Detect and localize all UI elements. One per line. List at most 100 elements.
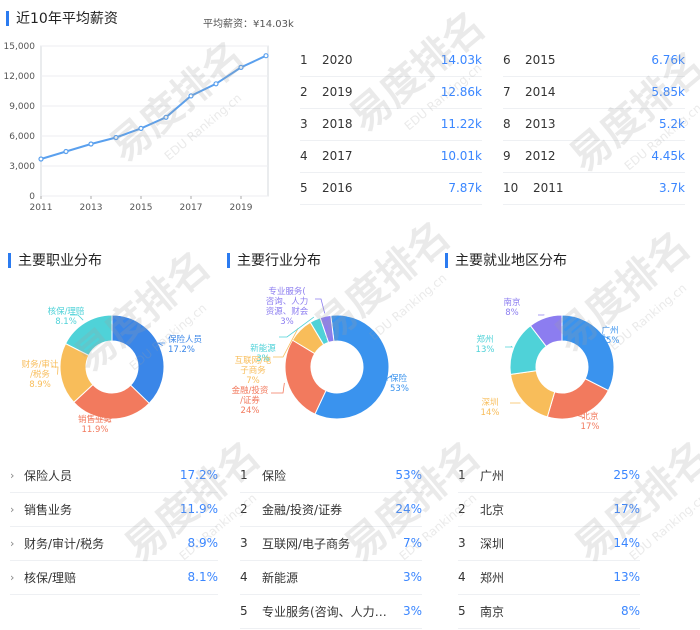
chevron-right-icon[interactable]: ›: [10, 536, 15, 550]
list-item[interactable]: › 保险人员 17.2%: [10, 458, 218, 493]
rank-number: 9: [503, 149, 511, 163]
list-item: 3 深圳 14%: [458, 526, 640, 561]
occupation-title: 主要职业分布: [8, 250, 102, 270]
slice-label: 郑州 13%: [476, 334, 495, 355]
rank-number: 8: [503, 117, 511, 131]
title-accent-bar: [8, 252, 11, 268]
list-rank-number: 5: [240, 604, 248, 618]
salary-point: [163, 114, 169, 120]
list-item-label: 保险人员: [24, 468, 73, 483]
label-leader-line: [70, 314, 84, 321]
donut-slice: [314, 314, 390, 420]
list-item-percent: 25%: [613, 468, 640, 482]
slice-label: 销售业务 11.9%: [78, 414, 113, 435]
slice-label: 保险人员 17.2%: [168, 334, 202, 355]
label-leader-line: [575, 414, 584, 418]
list-item-label: 北京: [480, 502, 505, 517]
list-item-percent: 14%: [613, 536, 640, 550]
list-item-percent: 13%: [613, 570, 640, 584]
rank-value: 4.45k: [651, 149, 685, 163]
label-leader-line: [505, 345, 514, 348]
region-title: 主要就业地区分布: [445, 250, 567, 270]
list-item[interactable]: › 财务/审计/税务 8.9%: [10, 526, 218, 561]
ranking-row: 4 2017 10.01k: [300, 140, 482, 173]
rank-value: 12.86k: [440, 85, 482, 99]
slice-label: 深圳 14%: [481, 397, 500, 418]
chevron-right-icon[interactable]: ›: [10, 468, 15, 482]
slice-label: 核保/理赔 8.1%: [48, 306, 85, 327]
rank-number: 4: [300, 149, 308, 163]
chevron-right-icon[interactable]: ›: [10, 502, 15, 516]
rank-year: 2016: [322, 181, 353, 195]
rank-number: 5: [300, 181, 308, 195]
list-item-percent: 11.9%: [179, 502, 218, 516]
label-leader-line: [52, 366, 59, 375]
rank-value: 10.01k: [440, 149, 482, 163]
salary-point: [188, 93, 194, 99]
list-rank-number: 4: [458, 570, 466, 584]
rank-number: 6: [503, 53, 511, 67]
list-rank-number: 4: [240, 570, 248, 584]
list-item: 4 郑州 13%: [458, 560, 640, 595]
list-rank-number: 1: [240, 468, 248, 482]
list-item-percent: 7%: [402, 536, 422, 550]
slice-label: 金融/投资/证券 24%: [232, 385, 269, 416]
rank-number: 1: [300, 53, 308, 67]
chevron-right-icon[interactable]: ›: [10, 570, 15, 584]
list-item-label: 深圳: [480, 536, 505, 551]
salary-point: [263, 53, 269, 59]
y-tick-label: 15,000: [4, 42, 36, 52]
list-rank-number: 3: [458, 536, 466, 550]
salary-point: [88, 141, 94, 147]
rank-year: 2013: [525, 117, 556, 131]
salary-point: [113, 134, 119, 141]
title-accent-bar: [227, 252, 230, 268]
salary-point: [238, 64, 244, 70]
list-rank-number: 3: [240, 536, 248, 550]
rank-number: 3: [300, 117, 308, 131]
label-leader-line: [90, 418, 112, 423]
slice-label: 北京 17%: [581, 411, 600, 432]
rank-year: 2011: [533, 181, 564, 195]
ranking-row: 7 2014 5.85k: [503, 76, 685, 109]
rank-value: 3.7k: [658, 181, 685, 195]
salary-point: [38, 156, 44, 162]
salary-title: 近10年平均薪资: [6, 8, 118, 28]
y-tick-label: 3,000: [9, 162, 35, 172]
list-item-label: 专业服务(咨询、人力资...: [262, 604, 397, 619]
rank-year: 2015: [525, 53, 556, 67]
ranking-row: 2 2019 12.86k: [300, 76, 482, 109]
list-item[interactable]: › 核保/理赔 8.1%: [10, 560, 218, 595]
rank-year: 2019: [322, 85, 353, 99]
y-tick-label: 9,000: [9, 102, 35, 112]
title-accent-bar: [445, 252, 448, 268]
x-tick-label: 2019: [230, 203, 253, 213]
list-item: 3 互联网/电子商务 7%: [240, 526, 422, 561]
rank-number: 7: [503, 85, 511, 99]
x-tick-label: 2013: [80, 203, 103, 213]
title-accent-bar: [6, 10, 9, 26]
list-item: 2 金融/投资/证券 24%: [240, 492, 422, 527]
ranking-row: 10 2011 3.7k: [503, 172, 685, 205]
list-item: 2 北京 17%: [458, 492, 640, 527]
donut-slice: [561, 314, 615, 392]
industry-donut-chart: 保险 53% 金融/投资/证券 24%互联网/电子商务 7%新能源 3% 专业服务(咨询、人…: [232, 286, 409, 420]
donut-slice: [64, 314, 113, 356]
list-item-label: 互联网/电子商务: [262, 536, 351, 551]
list-item[interactable]: › 销售业务 11.9%: [10, 492, 218, 527]
salary-point: [138, 125, 144, 132]
donut-slice: [73, 383, 150, 420]
occupation-title-text: 主要职业分布: [18, 253, 102, 269]
salary-point: [63, 148, 69, 155]
y-tick-label: 0: [29, 192, 35, 202]
list-item-percent: 3%: [402, 604, 422, 618]
region-title-text: 主要就业地区分布: [455, 253, 567, 269]
list-item-label: 广州: [480, 468, 505, 483]
plot-frame: [40, 45, 269, 197]
rank-year: 2012: [525, 149, 556, 163]
rank-year: 2020: [322, 53, 353, 67]
rank-value: 11.22k: [440, 117, 482, 131]
donut-slice: [111, 314, 165, 405]
industry-title: 主要行业分布: [227, 250, 321, 270]
x-tick-label: 2011: [30, 203, 53, 213]
